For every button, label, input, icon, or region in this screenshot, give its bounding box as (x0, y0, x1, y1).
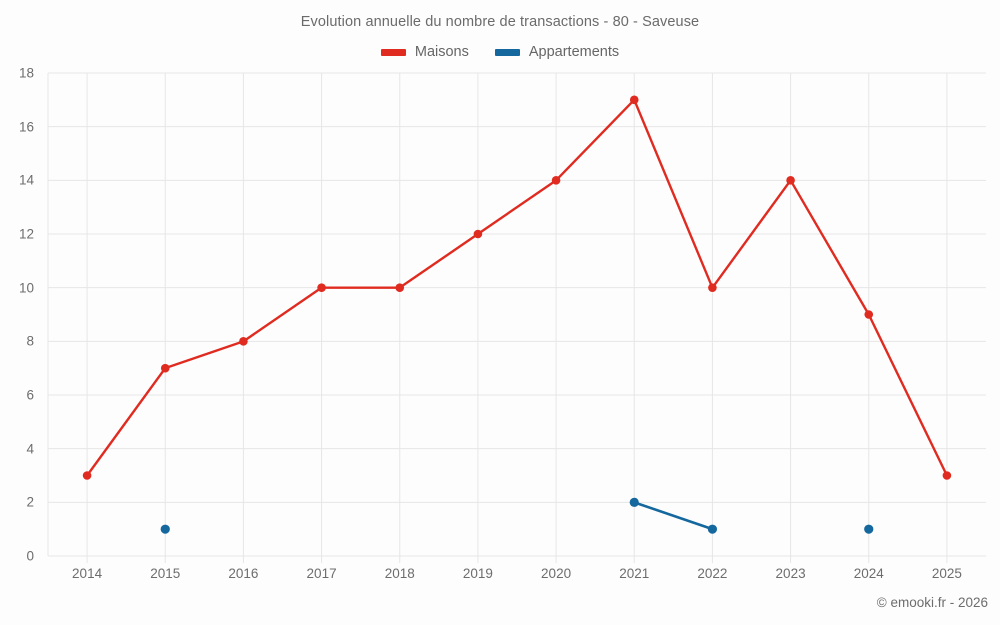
data-point[interactable] (551, 176, 561, 185)
gridlines (47, 72, 986, 563)
legend-label-appartements: Appartements (528, 44, 620, 60)
y-axis-tick-label: 2 (26, 494, 34, 510)
y-axis-tick-label: 16 (18, 119, 34, 135)
x-axis-tick-label: 2021 (619, 566, 650, 581)
x-axis-tick-label: 2019 (462, 566, 493, 581)
data-point[interactable] (82, 471, 92, 480)
legend-swatch-appartements (494, 48, 520, 56)
y-axis-tick-label: 12 (18, 226, 34, 242)
x-axis-tick-label: 2020 (541, 566, 572, 581)
data-point[interactable] (395, 283, 405, 292)
data-point[interactable] (629, 95, 639, 105)
data-point[interactable] (786, 176, 795, 185)
x-axis-tick-label: 2018 (384, 566, 415, 581)
x-axis-tick-label: 2024 (853, 566, 884, 581)
y-axis-tick-label: 4 (26, 441, 34, 457)
data-point[interactable] (317, 283, 326, 292)
chart-legend: Maisons Appartements (0, 44, 1000, 60)
data-point[interactable] (864, 310, 874, 319)
x-axis-tick-label: 2022 (697, 566, 728, 581)
footer-copyright: © emooki.fr - 2026 (876, 595, 988, 610)
x-axis-tick-label: 2023 (775, 566, 806, 581)
data-point[interactable] (160, 363, 170, 373)
y-axis-tick-label: 14 (18, 172, 34, 188)
data-point[interactable] (239, 337, 248, 346)
series-line (85, 98, 949, 477)
data-point[interactable] (708, 283, 717, 292)
y-axis-tick-label: 0 (26, 548, 34, 564)
x-axis-tick-label: 2016 (228, 566, 259, 581)
legend-item-appartements[interactable]: Appartements (494, 44, 620, 60)
x-axis-tick-label: 2017 (306, 566, 337, 581)
data-point[interactable] (942, 471, 952, 480)
chart-title: Evolution annuelle du nombre de transact… (300, 14, 700, 30)
legend-label-maisons: Maisons (414, 44, 469, 60)
series-appartements (160, 497, 874, 534)
data-point[interactable] (707, 524, 718, 534)
data-point[interactable] (629, 497, 639, 507)
y-axis-tick-label: 18 (18, 65, 34, 81)
y-axis-tick-label: 10 (18, 280, 34, 296)
data-point[interactable] (160, 524, 170, 534)
legend-swatch-maisons (380, 48, 406, 56)
series-maisons (82, 95, 952, 480)
x-axis-tick-label: 2025 (931, 566, 962, 581)
x-axis-tick-label: 2015 (150, 566, 181, 581)
y-axis-tick-label: 6 (26, 387, 34, 403)
data-point[interactable] (864, 524, 874, 534)
x-axis-tick-label: 2014 (72, 566, 103, 581)
series-line (632, 501, 714, 531)
data-point[interactable] (473, 229, 483, 239)
legend-item-maisons[interactable]: Maisons (380, 44, 469, 60)
y-axis-tick-label: 8 (26, 333, 34, 349)
